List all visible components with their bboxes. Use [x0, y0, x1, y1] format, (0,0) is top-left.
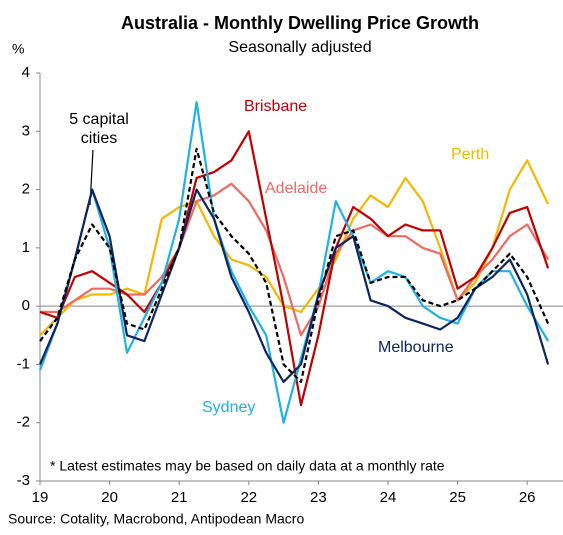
- series-line: [39, 130, 550, 407]
- series-label: 5 capital cities: [69, 111, 129, 147]
- series-line: [39, 147, 550, 383]
- x-tick-label: 26: [519, 489, 536, 506]
- y-tick-label: 3: [22, 122, 30, 139]
- x-tick-label: 25: [449, 489, 466, 506]
- x-tick-label: 24: [380, 489, 397, 506]
- series-label: Melbourne: [378, 339, 454, 356]
- y-tick-label: 0: [22, 297, 30, 314]
- y-tick-label: -3: [17, 472, 30, 489]
- x-tick-label: 21: [171, 489, 188, 506]
- y-tick-label: 2: [22, 181, 30, 198]
- series-line: [38, 101, 550, 424]
- chart-title: Australia - Monthly Dwelling Price Growt…: [121, 13, 479, 33]
- y-tick-label: -1: [17, 355, 30, 372]
- series-line: [40, 182, 550, 337]
- series-label: Perth: [451, 146, 490, 163]
- x-tick-label: 22: [240, 489, 257, 506]
- series-label: Sydney: [202, 399, 256, 416]
- y-tick-label: 1: [22, 239, 30, 256]
- y-tick-label: -2: [17, 414, 30, 431]
- x-tick-label: 19: [32, 489, 49, 506]
- chart-subtitle: Seasonally adjusted: [228, 39, 371, 56]
- series-label: Brisbane: [244, 98, 308, 115]
- y-tick-label: 4: [22, 64, 30, 81]
- series-line: [38, 188, 550, 383]
- source: Source: Cotality, Macrobond, Antipodean …: [8, 511, 304, 527]
- annotation: * Latest estimates may be based on daily…: [50, 458, 445, 474]
- x-tick-label: 20: [101, 489, 118, 506]
- x-tick-label: 23: [310, 489, 327, 506]
- series-label: Adelaide: [265, 180, 328, 197]
- y-unit: %: [12, 41, 24, 57]
